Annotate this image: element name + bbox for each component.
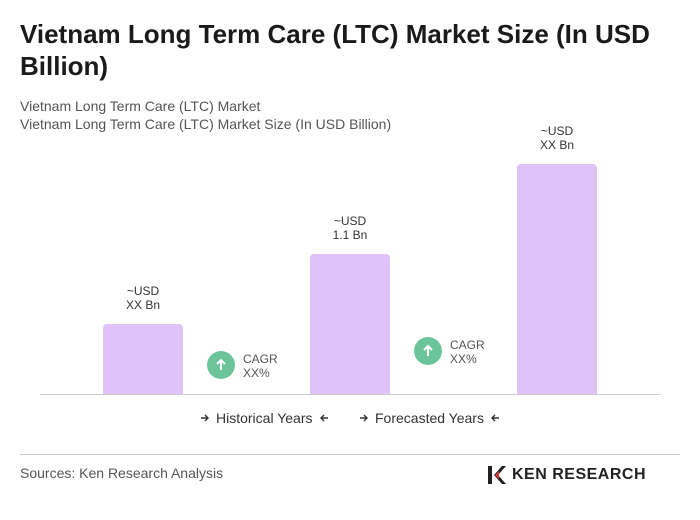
value-label: ~USD XX Bn	[539, 123, 575, 152]
source: Sources: Ken Research Analysis	[20, 465, 224, 481]
value-label: ~USD XX Bn	[125, 283, 161, 312]
chart-title: Vietnam Long Term Care (LTC) Market Size…	[20, 19, 650, 81]
arrow	[201, 414, 209, 422]
arrow	[360, 414, 368, 422]
cagr-label: CAGR XX%	[243, 352, 278, 380]
cagr-icon	[207, 351, 235, 379]
arrow	[319, 414, 328, 422]
baseline	[40, 394, 660, 395]
cagr-icon	[414, 337, 442, 365]
period-text: Historical Years	[216, 410, 313, 426]
bar	[517, 163, 597, 394]
brand: KEN RESEARCH	[512, 466, 647, 483]
bar	[103, 323, 183, 394]
cagr-label: CAGR XX%	[450, 338, 485, 366]
value-label: ~USD 1.1 Bn	[332, 213, 368, 242]
logo-icon	[488, 466, 506, 484]
period-label: Historical Years	[200, 410, 329, 426]
bar	[310, 253, 390, 394]
subtitle: Vietnam Long Term Care (LTC) Market Size…	[20, 116, 392, 132]
period-label: Forecasted Years	[359, 410, 500, 426]
arrow-up	[216, 358, 226, 370]
arrow-up	[423, 344, 433, 356]
logo: KEN RESEARCH	[486, 464, 646, 486]
subtitle: Vietnam Long Term Care (LTC) Market	[20, 98, 261, 114]
period-text: Forecasted Years	[375, 410, 484, 426]
arrow	[490, 414, 499, 422]
divider	[20, 454, 680, 455]
